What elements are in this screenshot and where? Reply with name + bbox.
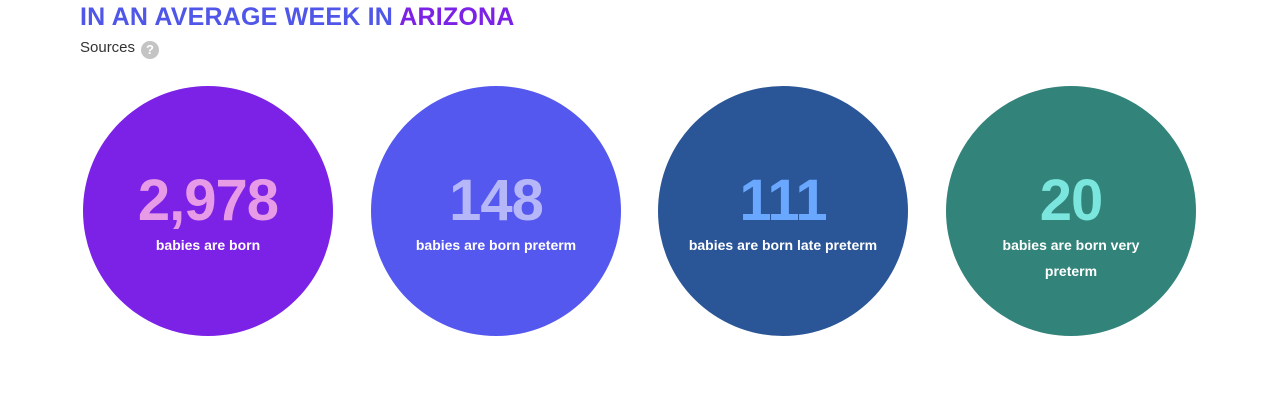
- stat-circle-late-preterm: 111 babies are born late preterm: [658, 86, 908, 336]
- help-icon[interactable]: ?: [141, 41, 160, 59]
- page-title: IN AN AVERAGE WEEK IN ARIZONA: [80, 2, 515, 32]
- stat-label-very-preterm: babies are born very preterm: [1002, 237, 1140, 279]
- page-header: IN AN AVERAGE WEEK IN ARIZONA Sources ?: [80, 2, 515, 59]
- sources-label: Sources: [80, 39, 136, 56]
- stat-label-preterm: babies are born preterm: [415, 237, 577, 253]
- stat-circle-very-preterm: 20 babies are born very preterm: [946, 86, 1196, 336]
- stat-label-births: babies are born: [155, 237, 261, 253]
- title-state: ARIZONA: [399, 3, 515, 31]
- stat-value-preterm: 148: [449, 168, 544, 233]
- stat-value-very-preterm: 20: [1039, 168, 1104, 233]
- stat-value-births: 2,978: [137, 168, 279, 233]
- stat-label-late-preterm: babies are born late preterm: [688, 237, 878, 253]
- stat-circle-preterm: 148 babies are born preterm: [371, 86, 621, 336]
- stat-value-late-preterm: 111: [739, 168, 827, 233]
- sources-row: Sources ?: [80, 37, 515, 59]
- stat-circle-births: 2,978 babies are born: [83, 86, 333, 336]
- title-prefix: IN AN AVERAGE WEEK IN: [80, 3, 400, 31]
